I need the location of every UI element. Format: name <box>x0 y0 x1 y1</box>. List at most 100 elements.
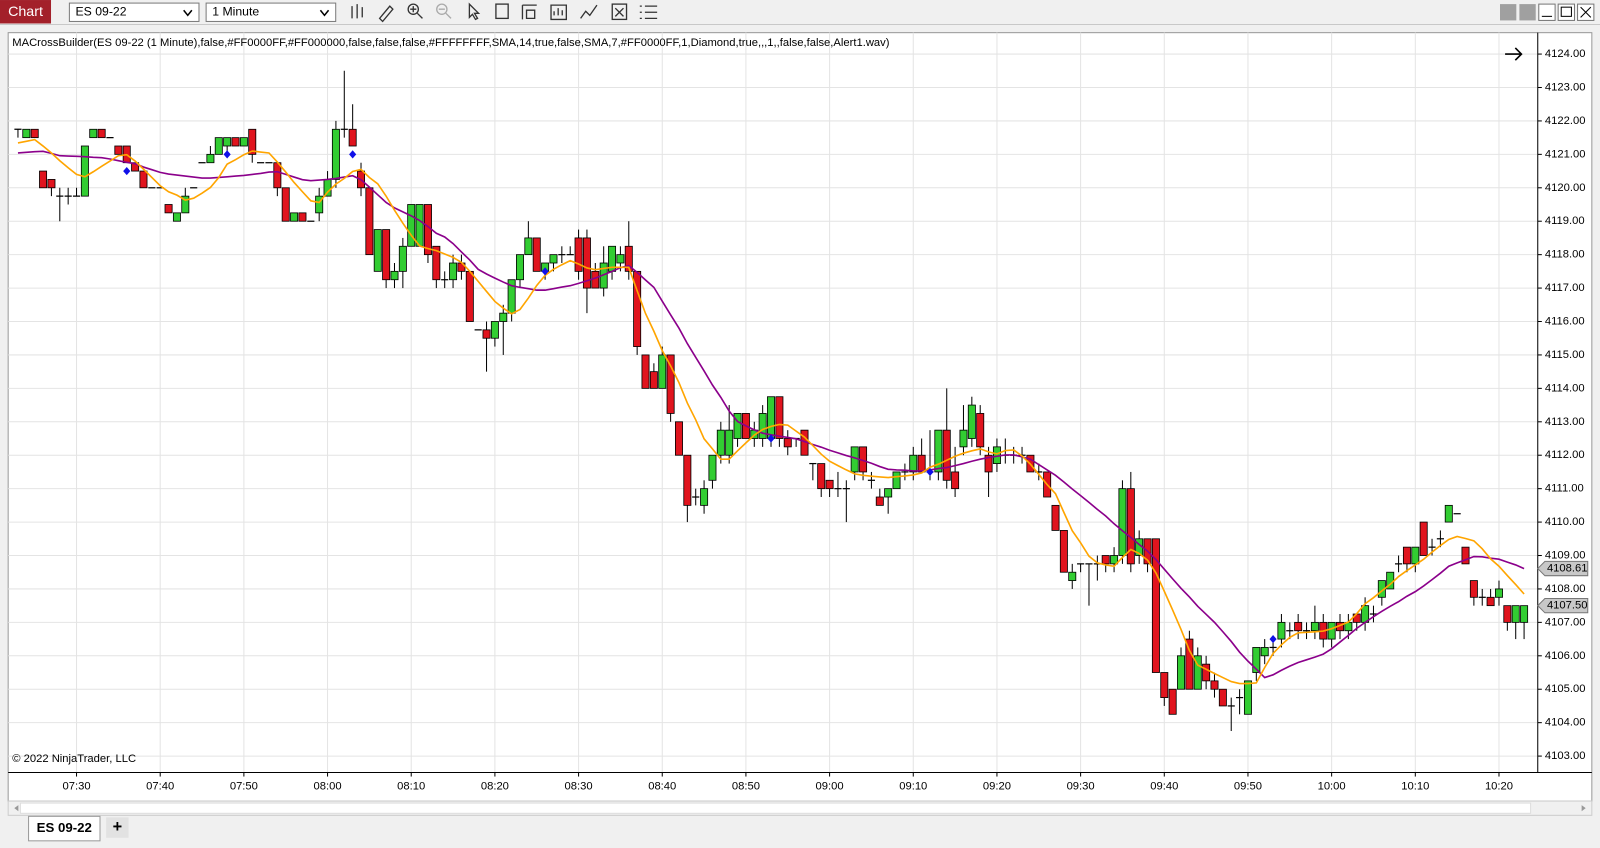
candle-body <box>1185 638 1194 690</box>
candle-body <box>616 254 625 264</box>
candle-body <box>331 128 340 180</box>
tab[interactable] <box>28 815 101 842</box>
candle-body <box>1469 580 1478 598</box>
candle-body <box>490 321 499 339</box>
x-tick-label: 07:30 <box>62 781 90 793</box>
zoom-in-icon[interactable] <box>407 3 420 15</box>
tab-label: ES 09-22 <box>37 820 92 835</box>
candle-body <box>624 245 633 272</box>
candle-body <box>1193 655 1202 690</box>
interval-select[interactable]: 1 Minute <box>205 2 337 22</box>
indicators-icon[interactable] <box>550 4 567 21</box>
candle-body <box>398 245 407 272</box>
candle-body <box>39 170 48 189</box>
candle-body <box>348 128 357 147</box>
window-button[interactable] <box>1500 4 1517 21</box>
select-box <box>205 2 337 22</box>
candle-body <box>97 128 106 139</box>
properties-icon[interactable] <box>521 4 537 20</box>
templates-icon[interactable] <box>611 3 628 21</box>
y-tick-label: 4122.00 <box>1545 115 1586 127</box>
candle-body <box>574 237 583 272</box>
bars-icon[interactable] <box>351 4 363 19</box>
candle-body <box>875 496 884 506</box>
x-tick-label: 09:40 <box>1150 781 1178 793</box>
maximize-button[interactable] <box>1557 3 1575 21</box>
candle-body <box>407 204 416 247</box>
y-tick-label: 4108.00 <box>1545 583 1586 595</box>
y-tick-label: 4116.00 <box>1545 315 1585 327</box>
x-tick-label: 08:30 <box>565 781 593 793</box>
scrollbar-thumb[interactable] <box>19 802 1532 814</box>
candle-body <box>1402 546 1411 565</box>
x-tick-label: 07:40 <box>146 781 174 793</box>
candle-body <box>239 137 248 147</box>
candle-body <box>114 145 123 155</box>
chart-panel <box>7 32 1593 802</box>
signal-diamond <box>541 267 549 276</box>
maximize-glyph <box>1560 6 1572 17</box>
candle-body <box>273 162 282 189</box>
candle-body <box>1495 588 1503 598</box>
y-tick-label: 4104.00 <box>1545 717 1586 729</box>
candle-body <box>1110 555 1119 565</box>
menu-icon[interactable] <box>639 5 658 20</box>
candle-body <box>1461 546 1470 565</box>
candle-body <box>315 195 324 214</box>
candle-body <box>1277 621 1286 640</box>
candle-body <box>223 137 232 147</box>
candle-body <box>817 463 826 490</box>
candle-body <box>984 454 993 473</box>
candle-body <box>432 245 441 281</box>
add-tab-label: + <box>113 818 123 836</box>
zoom-in-glyph <box>410 6 423 19</box>
y-tick-label: 4123.00 <box>1545 81 1586 93</box>
candle-body <box>164 204 173 214</box>
data-box-icon[interactable] <box>495 3 509 20</box>
y-tick-label: 4119.00 <box>1545 215 1585 227</box>
templates-glyph <box>614 7 624 17</box>
y-tick-label: 4111.00 <box>1545 483 1584 495</box>
candle-body <box>700 488 709 506</box>
candle-body <box>1068 571 1077 581</box>
x-tick-label: 08:50 <box>732 781 760 793</box>
instrument-label: ES 09-22 <box>76 4 127 18</box>
app-tab[interactable] <box>0 0 52 24</box>
candle-body <box>382 229 391 281</box>
draw-icon[interactable] <box>378 5 394 23</box>
zoom-out-glyph <box>438 8 452 19</box>
scroll-to-end-icon[interactable] <box>1505 47 1523 61</box>
window-button[interactable] <box>1519 4 1536 21</box>
moving-average-line <box>17 138 1525 685</box>
pointer-icon[interactable] <box>468 2 481 21</box>
candle-body <box>1126 488 1135 565</box>
candle-body <box>1252 647 1261 673</box>
candle-body <box>716 429 725 456</box>
candle-body <box>1160 672 1169 698</box>
candle-body <box>139 170 148 189</box>
zoom-out-icon[interactable] <box>436 3 448 15</box>
candle-body <box>1243 680 1252 715</box>
dropdown-arrow <box>183 9 193 17</box>
instrument-select[interactable]: ES 09-22 <box>68 2 200 22</box>
candle-body <box>1260 647 1269 657</box>
candle-body <box>1059 530 1068 573</box>
y-tick-label: 4103.00 <box>1545 750 1586 762</box>
candle-body <box>942 429 951 481</box>
candle-body <box>1411 546 1420 565</box>
y-tick-label: 4121.00 <box>1545 148 1586 160</box>
candle-body <box>909 454 918 473</box>
candle-body <box>1218 688 1227 707</box>
y-tick-label: 4124.00 <box>1545 48 1586 60</box>
y-tick-label: 4106.00 <box>1545 650 1586 662</box>
candle-body <box>959 429 968 448</box>
candle-body <box>172 212 181 222</box>
candle-body <box>733 413 742 439</box>
strategies-icon[interactable] <box>580 4 598 19</box>
candle-body <box>758 413 767 439</box>
candle-body <box>1051 504 1060 531</box>
x-tick-label: 08:40 <box>648 781 676 793</box>
x-tick-label: 08:00 <box>314 781 342 793</box>
add-tab-button[interactable] <box>106 817 129 838</box>
minimize-button[interactable] <box>1538 3 1556 21</box>
